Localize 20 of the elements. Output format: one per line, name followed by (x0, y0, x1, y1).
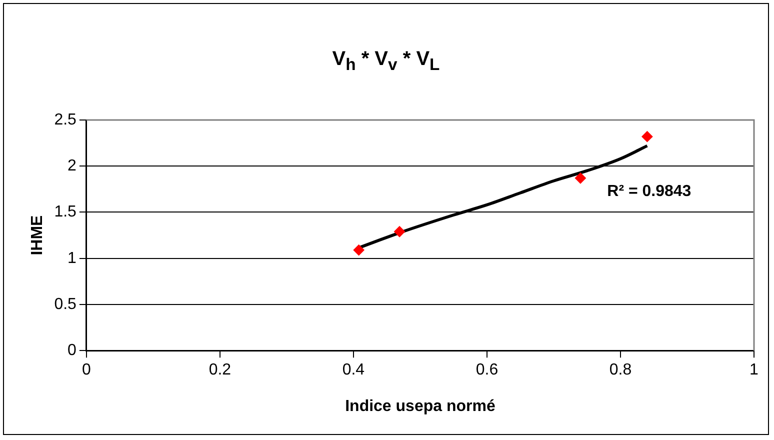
y-tick-label: 2.5 (54, 111, 77, 128)
point (394, 226, 406, 238)
x-tick-label: 0.2 (208, 362, 232, 379)
y-tick-label: 1 (68, 250, 77, 267)
y-tick-label: 0 (68, 342, 77, 360)
chart-title: V$_{h}$ * V$_{v}$ * V$_{L}$ (331, 48, 441, 75)
annotation: R² = 0.9843 (607, 182, 692, 200)
x-tick-label: 0.8 (609, 362, 632, 379)
y-tick-label: 1.5 (54, 204, 77, 221)
y-tick-label: 0.5 (54, 296, 77, 313)
point (353, 244, 364, 256)
x-tick-label: 0.6 (476, 362, 498, 379)
x-tick-label: 0.4 (342, 362, 365, 379)
y-axis-title: IHME (29, 214, 46, 256)
point (574, 172, 586, 184)
x-tick-label: 1 (750, 362, 759, 379)
x-tick-label: 0 (82, 362, 91, 379)
y-tick-label: 2 (68, 158, 77, 175)
point (642, 131, 653, 142)
x-axis-title: Indice usepa normé (345, 398, 496, 415)
